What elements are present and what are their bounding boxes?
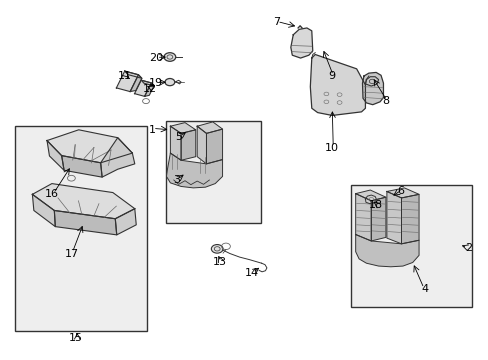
Text: 5: 5	[175, 132, 182, 142]
Polygon shape	[401, 194, 418, 244]
Polygon shape	[32, 194, 55, 226]
Polygon shape	[61, 156, 102, 177]
Polygon shape	[32, 184, 135, 219]
Polygon shape	[197, 122, 222, 134]
Bar	[15, 126, 147, 330]
Text: 2: 2	[464, 243, 471, 253]
Bar	[165, 121, 260, 223]
Polygon shape	[130, 75, 142, 91]
Text: 15: 15	[69, 333, 83, 343]
Polygon shape	[47, 130, 132, 163]
Polygon shape	[181, 130, 195, 160]
Polygon shape	[310, 54, 365, 116]
Text: 1: 1	[148, 125, 155, 135]
Polygon shape	[370, 197, 385, 241]
Circle shape	[211, 244, 223, 253]
Text: 11: 11	[118, 71, 132, 81]
Polygon shape	[116, 71, 138, 91]
Text: 14: 14	[244, 268, 258, 278]
Polygon shape	[115, 209, 136, 235]
Text: 4: 4	[421, 284, 427, 294]
Polygon shape	[206, 129, 222, 164]
Polygon shape	[290, 28, 312, 58]
Text: 19: 19	[148, 78, 163, 88]
Polygon shape	[101, 138, 135, 177]
Polygon shape	[170, 126, 181, 160]
Polygon shape	[144, 83, 154, 96]
Polygon shape	[166, 153, 222, 188]
Text: 7: 7	[272, 17, 279, 27]
Text: 16: 16	[45, 189, 59, 199]
Polygon shape	[355, 190, 385, 201]
Text: 8: 8	[382, 96, 388, 106]
Text: 13: 13	[213, 257, 226, 267]
Polygon shape	[365, 77, 378, 86]
Polygon shape	[362, 72, 383, 105]
Text: 17: 17	[64, 248, 78, 258]
Text: 12: 12	[142, 84, 156, 94]
Polygon shape	[355, 194, 370, 241]
Polygon shape	[124, 71, 142, 78]
Circle shape	[163, 53, 175, 61]
Polygon shape	[54, 211, 117, 235]
Text: 3: 3	[172, 175, 180, 185]
Circle shape	[164, 78, 174, 86]
Polygon shape	[355, 234, 418, 267]
Text: 18: 18	[368, 200, 383, 210]
Polygon shape	[170, 123, 195, 134]
Text: 9: 9	[328, 71, 335, 81]
Text: 6: 6	[396, 186, 403, 196]
Polygon shape	[386, 188, 418, 198]
Polygon shape	[197, 126, 206, 164]
Polygon shape	[386, 192, 401, 244]
Polygon shape	[134, 80, 151, 96]
Text: 20: 20	[148, 53, 163, 63]
Text: 10: 10	[325, 143, 339, 153]
Polygon shape	[141, 80, 154, 86]
Polygon shape	[47, 140, 64, 170]
Bar	[350, 185, 471, 307]
Polygon shape	[365, 195, 376, 204]
